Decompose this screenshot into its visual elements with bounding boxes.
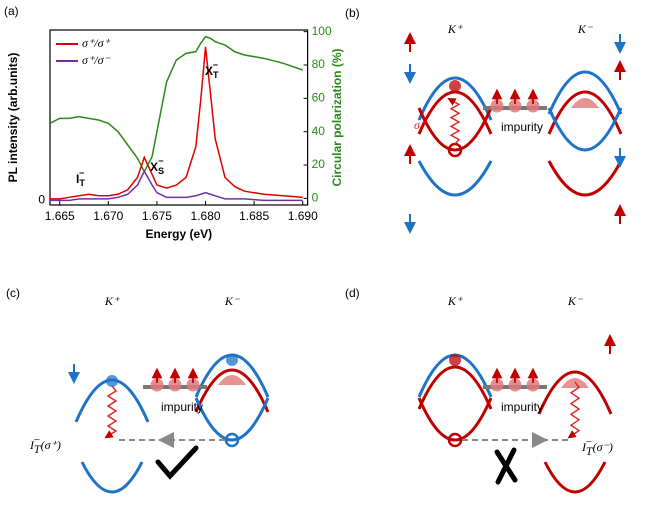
x-tick-label: 1.665: [45, 209, 75, 223]
label-sup: −: [158, 156, 163, 166]
band: [417, 107, 493, 152]
carrier-pocket: [218, 375, 246, 385]
check-mark: [155, 445, 199, 480]
y2-tick-label: 20: [312, 157, 326, 171]
peak-annotation: XS−: [150, 156, 164, 176]
panel-label: (a): [4, 4, 19, 18]
diagram-label: σ⁺: [414, 118, 428, 132]
band: [417, 76, 493, 121]
label-base: I: [581, 440, 587, 454]
band: [547, 70, 623, 115]
photon-wave: [567, 381, 581, 439]
x-tick-label: 1.680: [191, 209, 221, 223]
y-axis-label: PL intensity (arb.units): [6, 53, 20, 183]
diagram-label: K⁺: [447, 22, 464, 36]
label-sub: T: [79, 178, 85, 188]
band: [194, 368, 270, 413]
band: [417, 365, 493, 410]
series-line: [50, 46, 303, 200]
y2-tick-label: 40: [312, 124, 326, 138]
diagram-label: impurity: [501, 400, 543, 414]
band: [547, 107, 623, 152]
y2-axis-label: Circular polarization (%): [330, 48, 344, 186]
electron: [449, 80, 461, 92]
legend-label: σ⁺/σ⁺: [82, 36, 112, 50]
y2-tick-label: 100: [312, 24, 332, 38]
peak-annotation: XT−: [205, 60, 219, 80]
label: IT−(σ⁺): [29, 434, 61, 456]
band: [417, 90, 493, 135]
label-sub: T: [213, 70, 219, 80]
impurity-electron: [508, 378, 522, 392]
label-sup: −: [79, 168, 84, 178]
band: [417, 160, 493, 197]
label-base: I: [29, 438, 35, 452]
impurity-electron: [150, 378, 164, 392]
y2-tick-label: 0: [312, 191, 319, 205]
diagram-label: K⁻: [577, 22, 594, 36]
label-sub: T: [34, 444, 41, 456]
x-tick-label: 1.685: [239, 209, 269, 223]
label: IT−(σ⁻): [581, 436, 613, 458]
band: [547, 160, 623, 197]
diagram-label: K⁻: [224, 294, 241, 308]
band: [543, 461, 607, 494]
impurity-electron: [508, 99, 522, 113]
diagram-label: K⁺: [447, 294, 464, 308]
label-sub: S: [158, 166, 164, 176]
label-sup: −: [33, 434, 41, 446]
electron: [449, 354, 461, 366]
x-tick-label: 1.675: [142, 209, 172, 223]
diagram-label: (d): [345, 286, 360, 300]
series-line: [49, 35, 303, 174]
hole: [447, 432, 463, 448]
electron: [226, 354, 238, 366]
photon-wave: [104, 385, 118, 439]
band: [417, 397, 493, 442]
impurity-electron: [490, 378, 504, 392]
series-line: [50, 169, 303, 202]
label-base: X: [205, 64, 213, 78]
y2-tick-label: 80: [312, 57, 326, 71]
diagram-label: K⁺: [104, 294, 121, 308]
band: [537, 370, 613, 415]
electron: [106, 375, 118, 387]
x-axis-label: Energy (eV): [145, 227, 212, 241]
diagram-label: impurity: [501, 120, 543, 134]
label-sub: T: [586, 446, 593, 458]
label-base: I: [76, 172, 79, 186]
band: [194, 397, 270, 442]
hole: [224, 432, 240, 448]
label-suffix: (σ⁻): [593, 440, 613, 454]
peak-annotation: IT−: [76, 168, 85, 188]
legend-label: σ⁺/σ⁻: [82, 53, 112, 67]
y-tick-label: 0: [38, 193, 45, 207]
diagram-label: K⁻: [567, 294, 584, 308]
label-base: X: [150, 160, 158, 174]
impurity-electron: [168, 378, 182, 392]
diagram-label: impurity: [161, 400, 203, 414]
band: [80, 461, 144, 494]
carrier-pocket: [571, 98, 599, 108]
label-suffix: (σ⁺): [41, 438, 61, 452]
label-sup: −: [585, 436, 593, 448]
diagram-label: (b): [345, 6, 360, 20]
impurity-electron: [526, 99, 540, 113]
diagram-label: (c): [6, 286, 20, 300]
impurity-electron: [186, 378, 200, 392]
impurity-electron: [490, 99, 504, 113]
x-tick-label: 1.670: [93, 209, 123, 223]
photon-wave: [447, 97, 461, 145]
plot-frame: [49, 29, 309, 206]
band: [547, 90, 623, 135]
y2-tick-label: 60: [312, 91, 326, 105]
x-tick-label: 1.690: [288, 209, 318, 223]
cross-mark: [494, 447, 518, 485]
impurity-electron: [526, 378, 540, 392]
label-sup: −: [213, 60, 218, 70]
